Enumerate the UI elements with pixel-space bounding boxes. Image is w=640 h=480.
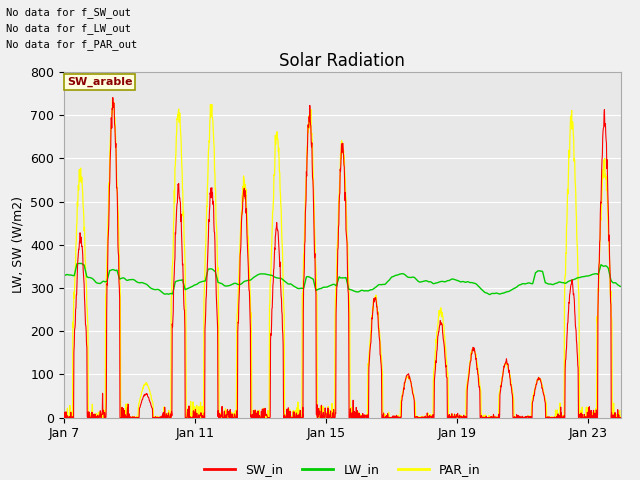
Text: No data for f_LW_out: No data for f_LW_out bbox=[6, 23, 131, 34]
Text: No data for f_PAR_out: No data for f_PAR_out bbox=[6, 39, 138, 50]
Y-axis label: LW, SW (W/m2): LW, SW (W/m2) bbox=[12, 196, 25, 293]
Text: No data for f_SW_out: No data for f_SW_out bbox=[6, 7, 131, 18]
Legend: SW_in, LW_in, PAR_in: SW_in, LW_in, PAR_in bbox=[199, 458, 486, 480]
Title: Solar Radiation: Solar Radiation bbox=[280, 52, 405, 71]
Text: SW_arable: SW_arable bbox=[67, 77, 132, 87]
